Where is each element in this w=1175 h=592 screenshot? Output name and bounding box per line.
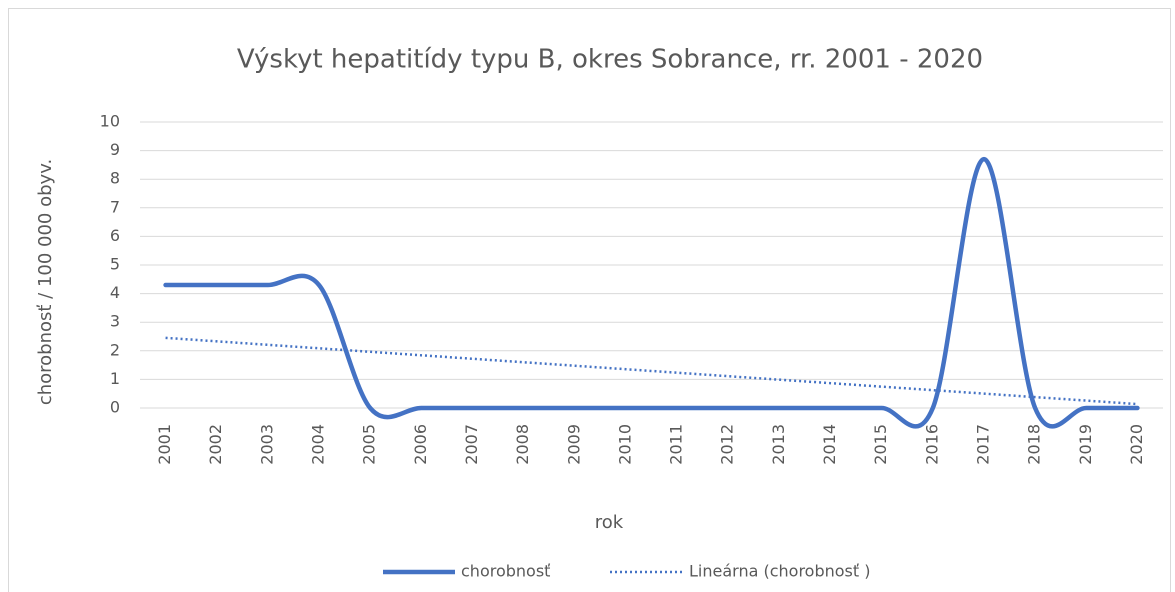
x-tick-label: 2016 xyxy=(922,424,941,465)
y-tick-label: 1 xyxy=(110,369,120,388)
x-tick-label: 2018 xyxy=(1025,424,1044,465)
x-tick-label: 2003 xyxy=(257,424,276,465)
x-tick-label: 2004 xyxy=(309,424,328,465)
x-axis-label: rok xyxy=(595,512,624,533)
x-tick-label: 2013 xyxy=(769,424,788,465)
x-tick-label: 2001 xyxy=(155,424,174,465)
x-tick-label: 2011 xyxy=(667,424,686,465)
trendline xyxy=(165,336,1138,406)
x-tick-label: 2012 xyxy=(718,424,737,465)
y-tick-label: 4 xyxy=(110,283,120,302)
y-tick-label: 8 xyxy=(110,169,120,188)
x-tick-label: 2010 xyxy=(615,424,634,465)
y-tick-label: 6 xyxy=(110,226,120,245)
y-tick-label: 2 xyxy=(110,340,120,359)
chart-title: Výskyt hepatitídy typu B, okres Sobrance… xyxy=(237,45,983,75)
x-tick-label: 2020 xyxy=(1127,424,1146,465)
x-tick-label: 2005 xyxy=(360,424,379,465)
x-tick-label: 2008 xyxy=(513,424,532,465)
y-tick-label: 10 xyxy=(100,112,120,131)
x-tick-label: 2006 xyxy=(411,424,430,465)
legend-label: chorobnosť xyxy=(461,562,550,581)
y-tick-label: 0 xyxy=(110,398,120,417)
x-tick-label: 2019 xyxy=(1076,424,1095,465)
x-tick-label: 2017 xyxy=(973,424,992,465)
x-tick-label: 2007 xyxy=(462,424,481,465)
y-tick-label: 9 xyxy=(110,140,120,159)
y-tick-label: 5 xyxy=(110,255,120,274)
x-tick-label: 2002 xyxy=(206,424,225,465)
y-axis-label: chorobnosť / 100 000 obyv. xyxy=(35,159,56,405)
data-line xyxy=(163,156,1140,429)
legend-label: Lineárna (chorobnosť ) xyxy=(689,562,870,581)
y-tick-label: 3 xyxy=(110,312,120,331)
chart-border xyxy=(8,8,1171,592)
y-tick-label: 7 xyxy=(110,197,120,216)
x-tick-label: 2009 xyxy=(564,424,583,465)
x-tick-label: 2015 xyxy=(871,424,890,465)
x-tick-label: 2014 xyxy=(820,424,839,465)
